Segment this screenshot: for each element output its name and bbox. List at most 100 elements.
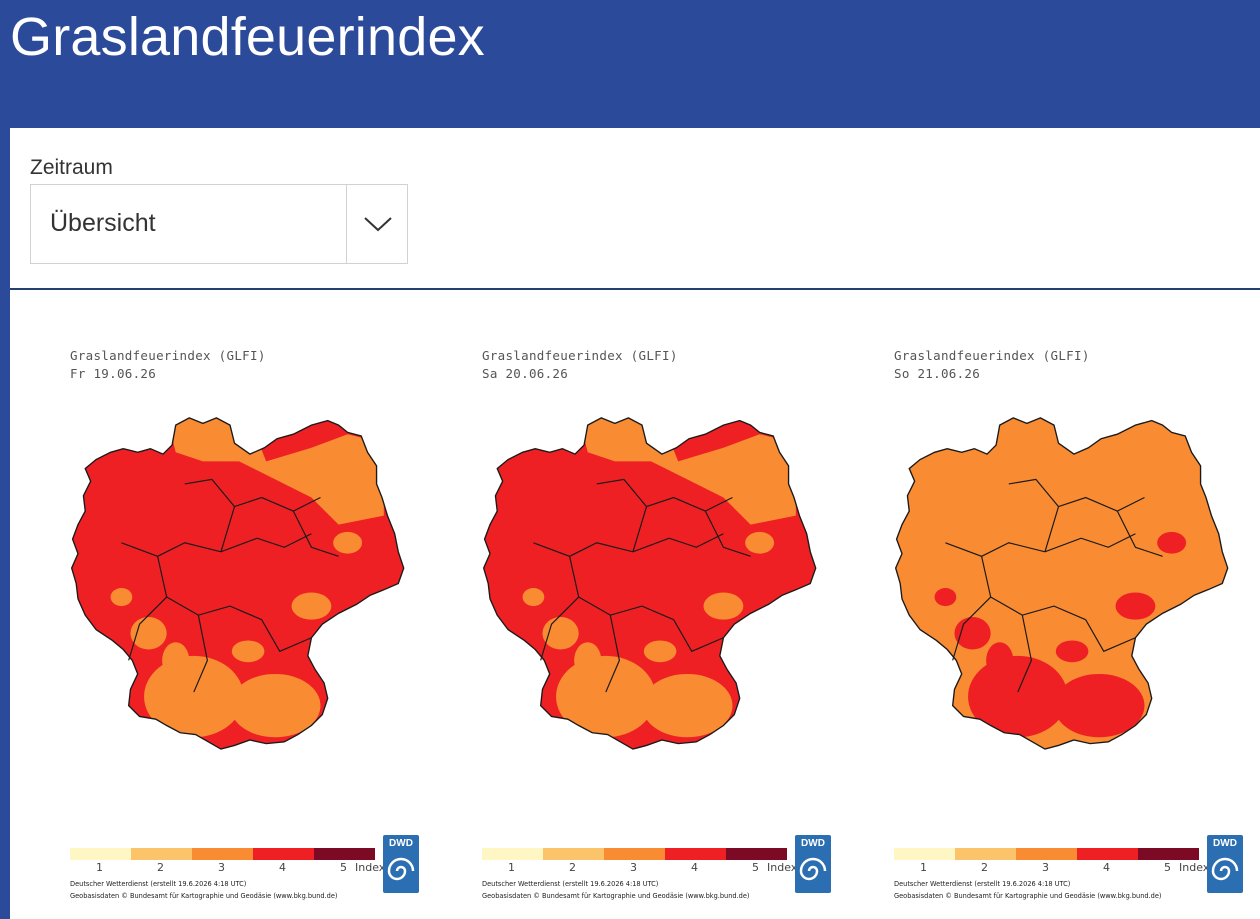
dwd-swirl-icon <box>1211 857 1239 881</box>
zeitraum-selected-value: Übersicht <box>50 209 156 237</box>
map-fill-regions <box>110 417 384 738</box>
legend-label: Index <box>355 861 386 874</box>
germany-map <box>894 417 1229 750</box>
state-borders <box>533 478 751 693</box>
glfi-map-card: Graslandfeuerindex (GLFI) Fr 19.06.26 1 2 3 4… <box>40 338 420 918</box>
map-patch <box>642 673 733 738</box>
dwd-logo: DWD <box>1207 835 1243 893</box>
legend-swatch <box>726 848 787 860</box>
map-patch <box>333 531 363 554</box>
map-patch <box>130 616 167 650</box>
zeitraum-label: Zeitraum <box>30 156 113 179</box>
map-title: Graslandfeuerindex (GLFI) <box>894 348 1090 363</box>
country-outline <box>894 417 1229 750</box>
legend-labels: 1 2 3 4 5 Index <box>482 860 812 876</box>
map-region-north <box>578 417 796 525</box>
map-date: So 21.06.26 <box>894 366 981 381</box>
map-patch <box>968 655 1068 738</box>
legend-label: 4 <box>1103 861 1110 874</box>
map-patch <box>542 616 579 650</box>
chevron-down-icon <box>364 217 392 232</box>
map-region-north <box>990 417 1208 525</box>
zeitraum-select[interactable]: Übersicht <box>30 184 408 264</box>
legend-labels: 1 2 3 4 5 Index <box>894 860 1224 876</box>
map-patch <box>162 642 190 679</box>
country-outline <box>70 417 405 750</box>
legend-label: Index <box>767 861 798 874</box>
dwd-logo: DWD <box>383 835 419 893</box>
legend-label: 5 <box>1164 861 1171 874</box>
map-credit-line1: Deutscher Wetterdienst (erstellt 19.6.20… <box>894 880 1071 888</box>
legend-swatch <box>192 848 253 860</box>
map-legend <box>482 848 787 860</box>
legend-label: 1 <box>508 861 515 874</box>
legend-label: Index <box>1179 861 1210 874</box>
map-patch <box>1054 673 1145 738</box>
legend-label: 4 <box>691 861 698 874</box>
map-region-north <box>166 417 384 525</box>
legend-swatch <box>665 848 726 860</box>
legend-label: 3 <box>630 861 637 874</box>
map-patch <box>703 592 744 620</box>
legend-swatch <box>70 848 131 860</box>
map-patch <box>643 640 677 663</box>
map-patch <box>1157 531 1187 554</box>
map-fill-regions <box>934 417 1208 738</box>
map-credit-line2: Geobasisdaten © Bundesamt für Kartograph… <box>894 892 1162 900</box>
legend-swatch <box>253 848 314 860</box>
glfi-map-card: Graslandfeuerindex (GLFI) So 21.06.26 1 2 3 4… <box>864 338 1244 918</box>
legend-label: 2 <box>569 861 576 874</box>
dwd-logo-text: DWD <box>801 838 825 849</box>
legend-swatch <box>314 848 375 860</box>
germany-map <box>482 417 817 750</box>
map-fill-regions <box>522 417 796 738</box>
map-patch <box>231 640 265 663</box>
legend-swatch <box>894 848 955 860</box>
map-patch <box>556 655 656 738</box>
map-credit-line2: Geobasisdaten © Bundesamt für Kartograph… <box>70 892 338 900</box>
legend-swatch <box>955 848 1016 860</box>
legend-label: 5 <box>752 861 759 874</box>
content-panel: Zeitraum Übersicht Graslandfeuerindex (G… <box>10 128 1260 919</box>
legend-swatch <box>131 848 192 860</box>
map-patch <box>291 592 332 620</box>
map-patch <box>954 616 991 650</box>
map-title: Graslandfeuerindex (GLFI) <box>482 348 678 363</box>
legend-swatch <box>1077 848 1138 860</box>
map-patch <box>986 642 1014 679</box>
map-patch <box>230 673 321 738</box>
dropdown-toggle[interactable] <box>346 185 407 263</box>
map-credit-line1: Deutscher Wetterdienst (erstellt 19.6.20… <box>70 880 247 888</box>
map-legend <box>70 848 375 860</box>
glfi-map-card: Graslandfeuerindex (GLFI) Sa 20.06.26 1 2 3 4… <box>452 338 832 918</box>
map-date: Fr 19.06.26 <box>70 366 157 381</box>
dwd-swirl-icon <box>799 857 827 881</box>
legend-swatch <box>604 848 665 860</box>
country-outline <box>482 417 817 750</box>
legend-labels: 1 2 3 4 5 Index <box>70 860 400 876</box>
dwd-logo-text: DWD <box>1213 838 1237 849</box>
legend-swatch <box>1138 848 1199 860</box>
page-title: Graslandfeuerindex <box>10 7 485 67</box>
state-borders <box>945 478 1163 693</box>
dwd-swirl-icon <box>387 857 415 881</box>
map-patch <box>1115 592 1156 620</box>
legend-swatch <box>482 848 543 860</box>
legend-label: 3 <box>1042 861 1049 874</box>
page-header: Graslandfeuerindex <box>0 0 1260 128</box>
legend-label: 2 <box>157 861 164 874</box>
map-patch <box>522 588 545 607</box>
map-title: Graslandfeuerindex (GLFI) <box>70 348 266 363</box>
map-credit-line1: Deutscher Wetterdienst (erstellt 19.6.20… <box>482 880 659 888</box>
map-patch <box>745 531 775 554</box>
legend-label: 3 <box>218 861 225 874</box>
state-borders <box>121 478 339 693</box>
map-date: Sa 20.06.26 <box>482 366 569 381</box>
legend-label: 5 <box>340 861 347 874</box>
dwd-logo-text: DWD <box>389 838 413 849</box>
map-credit-line2: Geobasisdaten © Bundesamt für Kartograph… <box>482 892 750 900</box>
section-divider <box>10 288 1260 290</box>
dwd-logo: DWD <box>795 835 831 893</box>
map-patch <box>934 588 957 607</box>
legend-swatch <box>1016 848 1077 860</box>
